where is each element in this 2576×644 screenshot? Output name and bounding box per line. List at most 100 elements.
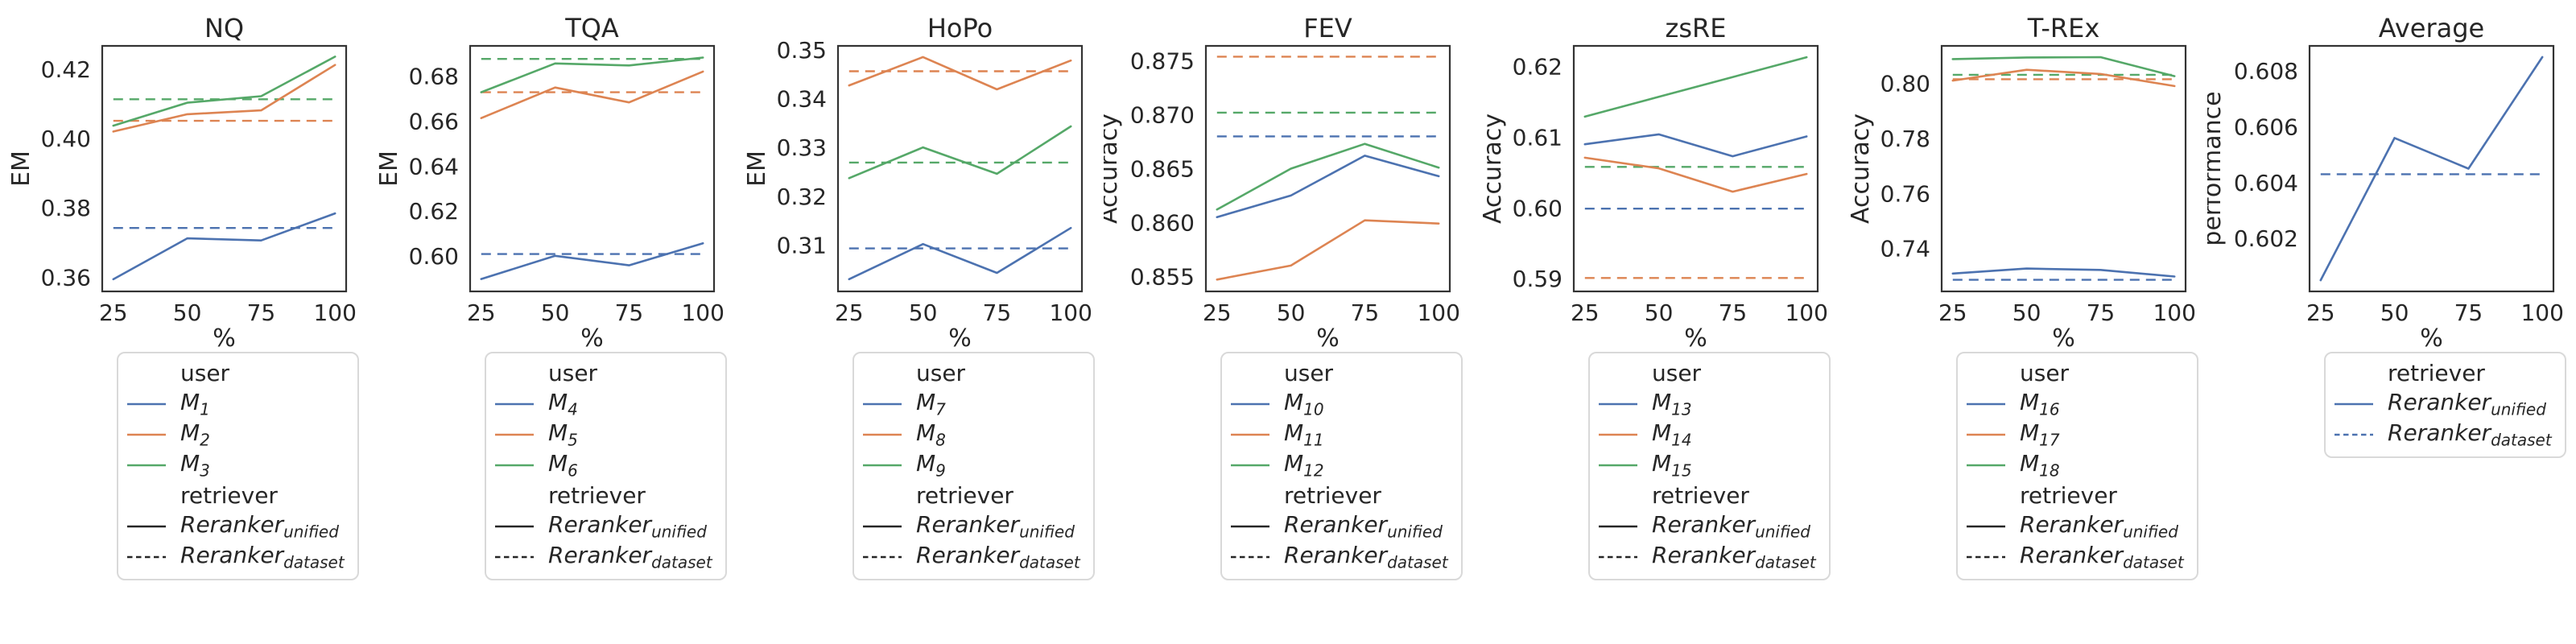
series-line-m-18 xyxy=(1951,56,2176,77)
legend-label: Rerankerdataset xyxy=(2388,419,2552,450)
y-tick-label: 0.78 xyxy=(1880,126,1930,152)
y-tick-label: 0.36 xyxy=(41,264,91,291)
plot-border xyxy=(1204,44,1451,293)
legend-label: Rerankerunified xyxy=(916,510,1075,542)
legend-swatch-line xyxy=(1598,462,1638,469)
legend-header-row: retriever xyxy=(1230,481,1448,511)
y-axis-label: EM xyxy=(743,151,771,187)
legend-item-reranker-unified: Rerankerunified xyxy=(1230,511,1448,542)
legend-zsre: user M13 M14 M15 retriever Rerankerunified Rer… xyxy=(1588,352,1831,580)
legend-swatch-line xyxy=(2334,401,2374,407)
x-tick-label: 75 xyxy=(615,299,644,326)
x-axis-label: % xyxy=(580,324,604,351)
legend-label: M12 xyxy=(1284,449,1324,481)
x-tick-label: 50 xyxy=(1277,299,1306,326)
legend-item-m-12: M12 xyxy=(1230,450,1448,481)
x-tick-label: 50 xyxy=(2380,299,2409,326)
chart-panel-hopo: HoPo EM 0.31 0.32 0.33 0.34 0.35 25 50 75 100% user… xyxy=(736,0,1104,644)
x-tick-label: 75 xyxy=(2087,299,2116,326)
x-tick-label: 25 xyxy=(1203,299,1232,326)
legend-header-row: user xyxy=(862,358,1080,389)
series-line-m-4 xyxy=(480,242,704,280)
legend-header-row: retriever xyxy=(494,481,712,511)
legend-header: retriever xyxy=(548,482,646,509)
legend-swatch-line xyxy=(1966,462,2006,469)
y-tick-label: 0.76 xyxy=(1880,180,1930,207)
chart-panel-average: Average performance 0.602 0.604 0.606 0.608 25… xyxy=(2198,0,2575,644)
x-tick-label: 25 xyxy=(467,299,496,326)
plot-border xyxy=(1940,44,2187,293)
x-tick-label: 25 xyxy=(2306,299,2335,326)
series-line-m-16 xyxy=(1951,267,2176,278)
legend-swatch-line xyxy=(1966,523,2006,530)
legend-label: M17 xyxy=(2020,419,2060,450)
legend-nq: user M1 M2 M3 retriever Rerankerunified Rerank… xyxy=(117,352,359,580)
legend-swatch-line xyxy=(1230,401,1270,407)
legend-label: M8 xyxy=(916,419,946,450)
legend-header: retriever xyxy=(180,482,278,509)
y-tick-label: 0.608 xyxy=(2234,58,2298,85)
x-tick-label: 50 xyxy=(909,299,938,326)
x-tick-label: 50 xyxy=(173,299,202,326)
legend-item-m-3: M3 xyxy=(126,450,345,481)
legend-item-reranker-dataset: Rerankerdataset xyxy=(862,542,1080,572)
series-line-m-17 xyxy=(1951,68,2176,88)
x-axis-label: % xyxy=(2420,324,2443,351)
y-tick-label: 0.60 xyxy=(1513,195,1563,221)
legend-label: M3 xyxy=(180,449,210,481)
y-axis-label: EM xyxy=(7,151,35,187)
legend-swatch-line xyxy=(1230,462,1270,469)
legend-item-reranker-dataset: Rerankerdataset xyxy=(1966,542,2184,572)
legend-tqa: user M4 M5 M6 retriever Rerankerunified Rerank… xyxy=(485,352,727,580)
x-tick-label: 75 xyxy=(2454,299,2483,326)
legend-header-row: retriever xyxy=(126,481,345,511)
legend-label: M5 xyxy=(548,419,578,450)
x-tick-label: 75 xyxy=(1351,299,1380,326)
y-tick-label: 0.31 xyxy=(777,232,827,258)
legend-average: retriever Rerankerunified Rerankerdataset xyxy=(2324,352,2566,458)
chart-title: FEV xyxy=(1303,13,1352,43)
legend-label: Rerankerdataset xyxy=(548,541,712,572)
legend-swatch-line xyxy=(126,523,167,530)
x-tick-label: 25 xyxy=(1938,299,1967,326)
legend-swatch-line xyxy=(494,554,535,560)
legend-item-reranker-dataset: Rerankerdataset xyxy=(1230,542,1448,572)
series-line-m-10 xyxy=(1216,155,1440,219)
chart-title: HoPo xyxy=(927,13,993,43)
legend-label: M14 xyxy=(1652,419,1692,450)
x-tick-label: 50 xyxy=(2013,299,2041,326)
y-tick-label: 0.74 xyxy=(1880,236,1930,262)
legend-swatch-line xyxy=(1230,554,1270,560)
legend-header: user xyxy=(548,360,598,386)
legend-swatch-line xyxy=(1230,431,1270,438)
chart-average: Average performance 0.602 0.604 0.606 0.608 25… xyxy=(2198,13,2564,353)
x-axis-label: % xyxy=(1684,324,1707,351)
y-tick-label: 0.62 xyxy=(1513,54,1563,80)
legend-item-reranker-dataset: Rerankerdataset xyxy=(1598,542,1816,572)
legend-item-m-14: M14 xyxy=(1598,419,1816,450)
y-axis-label: EM xyxy=(375,151,403,187)
x-tick-label: 100 xyxy=(1785,299,1827,326)
chart-panel-fev: FEV Accuracy 0.855 0.860 0.865 0.870 0.875 25 50… xyxy=(1095,0,1472,644)
y-tick-label: 0.68 xyxy=(409,64,459,90)
legend-item-m-8: M8 xyxy=(862,419,1080,450)
legend-label: M15 xyxy=(1652,449,1692,481)
legend-swatch-line xyxy=(1598,431,1638,438)
legend-item-m-7: M7 xyxy=(862,389,1080,419)
x-tick-label: 75 xyxy=(1719,299,1748,326)
legend-label: Rerankerdataset xyxy=(1652,541,1816,572)
chart-panel-tqa: TQA EM 0.60 0.62 0.64 0.66 0.68 25 50 75 100% user M… xyxy=(368,0,736,644)
legend-swatch-line xyxy=(126,554,167,560)
y-tick-label: 0.602 xyxy=(2234,225,2298,252)
x-tick-label: 100 xyxy=(1049,299,1092,326)
legend-item-m-9: M9 xyxy=(862,450,1080,481)
y-tick-label: 0.35 xyxy=(777,37,827,64)
legend-item-m-4: M4 xyxy=(494,389,712,419)
legend-item-reranker-unified: Rerankerunified xyxy=(494,511,712,542)
chart-title: Average xyxy=(2379,13,2484,43)
legend-label: Rerankerdataset xyxy=(2020,541,2184,572)
legend-item-m-10: M10 xyxy=(1230,389,1448,419)
legend-item-reranker-unified: Rerankerunified xyxy=(2334,389,2552,419)
x-tick-label: 75 xyxy=(983,299,1012,326)
